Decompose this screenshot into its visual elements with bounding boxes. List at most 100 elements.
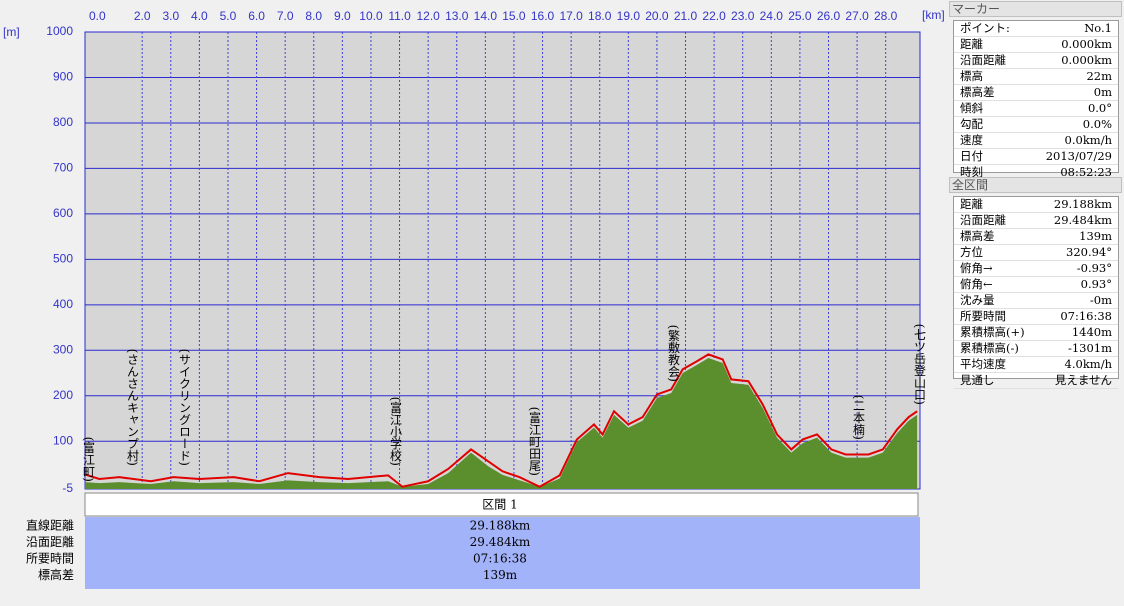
x-tick-label: 17.0 [559, 9, 583, 23]
x-tick-label: 19.0 [617, 9, 641, 23]
y-unit: [m] [3, 25, 20, 39]
row-label: 標高差 [960, 229, 995, 243]
panel-row: 勾配 0.0% [954, 117, 1118, 133]
segment-label: 直線距離 [26, 518, 74, 533]
row-value: 22m [1086, 69, 1112, 83]
row-label: 平均速度 [960, 357, 1006, 371]
place-label: (さんさんキャンプ村) [126, 349, 140, 466]
panel-header: 全区間 [949, 177, 1122, 193]
x-tick-label: 24.0 [760, 9, 784, 23]
row-value: -0m [1089, 293, 1112, 307]
y-tick-label: 1000 [46, 24, 73, 38]
profile-chart: [m] [km] -5 100 200 300 400 500 600 700 800 900 10… [3, 8, 945, 589]
y-tick-label: 800 [53, 115, 73, 129]
panel-row: 距離 29.188km [954, 197, 1118, 213]
row-value: 4.0km/h [1064, 357, 1112, 371]
x-tick-label: 23.0 [731, 9, 755, 23]
panel-row: 日付 2013/07/29 [954, 149, 1118, 165]
row-value: 320.94° [1066, 245, 1112, 259]
segment-value: 29.484km [470, 535, 531, 549]
panel-row: 沈み量 -0m [954, 293, 1118, 309]
row-label: 標高 [960, 69, 983, 83]
x-tick-label: 16.0 [531, 9, 555, 23]
place-label: (富江町) [82, 437, 96, 482]
panel-row: 俯角← 0.93° [954, 277, 1118, 293]
segment-body [85, 517, 920, 589]
panel-table: ポイント: No.1 距離 0.000km 沿面距離 0.000km 標高 22m 標高差 0m 傾… [953, 20, 1119, 181]
y-tick-label: 900 [53, 70, 73, 84]
x-tick-label: 18.0 [588, 9, 612, 23]
x-tick-label: 12.0 [416, 9, 440, 23]
panel-row: 累積標高(-) -1301m [954, 341, 1118, 357]
x-tick-label: 5.0 [220, 9, 237, 23]
segment-label: 標高差 [38, 567, 74, 582]
x-tick-label: 0.0 [89, 9, 106, 23]
x-tick-label: 4.0 [191, 9, 208, 23]
panel-row: 累積標高(+) 1440m [954, 325, 1118, 341]
y-tick-label: 500 [53, 252, 73, 266]
x-tick-label: 21.0 [674, 9, 698, 23]
x-tick-label: 28.0 [874, 9, 898, 23]
row-value: 29.188km [1053, 197, 1112, 211]
place-label: (富江町田尾) [528, 407, 542, 476]
x-tick-label: 8.0 [305, 9, 322, 23]
row-label: 沈み量 [960, 293, 995, 307]
segment-value: 139m [483, 568, 518, 582]
x-tick-label: 9.0 [334, 9, 351, 23]
segment-title: 区間 1 [482, 498, 517, 512]
row-label: 沿面距離 [960, 53, 1006, 67]
place-label: (富江小学校) [389, 397, 403, 466]
segment-value: 07:16:38 [473, 552, 527, 566]
x-tick-label: 22.0 [702, 9, 726, 23]
panel-table: 距離 29.188km 沿面距離 29.484km 標高差 139m 方位 320.94° 俯角… [953, 196, 1119, 389]
row-value: 0.0% [1082, 117, 1112, 131]
panel-header: マーカー [949, 1, 1122, 17]
row-label: 俯角→ [960, 261, 993, 275]
panel-row: 平均速度 4.0km/h [954, 357, 1118, 373]
panel-row: 沿面距離 29.484km [954, 213, 1118, 229]
panel-row: 標高 22m [954, 69, 1118, 85]
panel-row: 距離 0.000km [954, 37, 1118, 53]
x-unit: [km] [922, 8, 945, 22]
row-label: 傾斜 [960, 101, 983, 115]
row-label: 標高差 [960, 85, 995, 99]
y-tick-label: 400 [53, 297, 73, 311]
x-tick-label: 3.0 [162, 9, 179, 23]
y-tick-label: -5 [62, 481, 73, 495]
row-label: 日付 [960, 149, 983, 163]
panel-row: 所要時間 07:16:38 [954, 309, 1118, 325]
row-label: 累積標高(-) [960, 341, 1019, 355]
row-value: 0.000km [1061, 53, 1112, 67]
panel-row: 見通し 見えません [954, 373, 1118, 389]
y-tick-label: 200 [53, 388, 73, 402]
row-value: 0m [1093, 85, 1112, 99]
row-label: 方位 [960, 245, 983, 259]
plot-area [84, 31, 921, 490]
x-tick-label: 25.0 [788, 9, 812, 23]
row-label: 所要時間 [960, 309, 1006, 323]
place-label: (繁敷教会) [667, 325, 681, 382]
row-value: 08:52:23 [1060, 165, 1112, 179]
place-label: (二本楠) [852, 395, 866, 440]
row-value: -1301m [1067, 341, 1112, 355]
x-tick-label: 26.0 [817, 9, 841, 23]
row-value: 0.0° [1087, 101, 1112, 115]
row-label: 速度 [960, 133, 983, 147]
row-value: No.1 [1084, 21, 1112, 35]
segment-label: 所要時間 [26, 552, 74, 566]
elevation-line [84, 353, 918, 488]
row-value: 見えません [1054, 373, 1112, 387]
row-label: 累積標高(+) [960, 325, 1025, 339]
panel-row: ポイント: No.1 [954, 21, 1118, 37]
panel-row: 標高差 139m [954, 229, 1118, 245]
x-tick-label: 11.0 [388, 9, 411, 23]
row-value: 0.93° [1080, 277, 1112, 291]
x-tick-label: 15.0 [502, 9, 526, 23]
place-label: (サイクリングロード) [178, 349, 192, 466]
row-label: 距離 [960, 197, 983, 211]
y-tick-label: 100 [53, 433, 73, 447]
row-value: 1440m [1071, 325, 1112, 339]
x-tick-label: 14.0 [474, 9, 498, 23]
panel-row: 標高差 0m [954, 85, 1118, 101]
